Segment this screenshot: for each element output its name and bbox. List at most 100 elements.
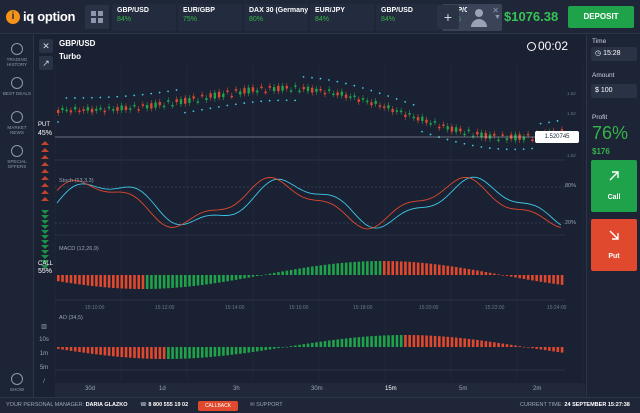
candle — [522, 136, 526, 141]
asset-tab[interactable]: EUR/JPY 84% — [310, 4, 374, 31]
candle — [484, 132, 487, 139]
scale-30d[interactable]: 30d — [85, 386, 96, 392]
scale-15m[interactable]: 15m — [385, 386, 397, 392]
candle — [128, 108, 132, 110]
candle — [306, 86, 310, 92]
macd-bar — [145, 275, 149, 289]
ao-bar — [476, 339, 479, 347]
logo[interactable]: i iq option — [6, 9, 75, 24]
sidebar-item-special-offers[interactable]: SPECIAL OFFERS — [0, 145, 34, 170]
candle — [217, 91, 221, 98]
ao-bar — [120, 347, 124, 358]
sar-dot — [302, 75, 305, 78]
sidebar-item-market-news[interactable]: MARKET NEWS — [0, 111, 34, 136]
draw-tool-button[interactable]: ↗ — [39, 56, 53, 70]
tool-1m[interactable]: 1m — [39, 351, 49, 357]
ao-bar — [294, 345, 297, 347]
ao-bar — [82, 347, 85, 353]
ao-bar — [327, 340, 331, 347]
ao-bar — [531, 347, 534, 349]
tool-5m[interactable]: 5m — [39, 365, 49, 371]
asset-selector[interactable]: GBP/USD — [59, 39, 96, 48]
asset-tab[interactable]: DAX 30 (Germany) 80% — [244, 4, 308, 31]
macd-bar — [184, 275, 187, 287]
sar-dot — [421, 130, 423, 133]
candle — [366, 100, 369, 103]
ao-bar — [497, 342, 500, 347]
sar-dot — [455, 140, 457, 143]
close-icon[interactable]: ✕ — [492, 6, 499, 15]
macd-bar — [433, 264, 437, 275]
sentiment-chevron — [41, 245, 49, 249]
candle — [200, 94, 204, 97]
sar-dot — [344, 82, 347, 85]
add-tab-button[interactable]: + — [437, 5, 459, 29]
ao-bar — [107, 347, 111, 356]
asset-tab[interactable]: GBP/USD 84% — [112, 4, 176, 31]
ao-bar — [425, 335, 428, 347]
expiry-time-field[interactable]: ◷ 15:28 — [591, 47, 637, 61]
scale-30m[interactable]: 30m — [311, 386, 323, 392]
macd-bar — [378, 261, 382, 275]
pencil-icon[interactable]: / — [43, 379, 45, 385]
deposit-button[interactable]: DEPOSIT — [568, 6, 634, 28]
candle — [124, 106, 128, 111]
sar-dot — [124, 95, 127, 98]
macd-bar — [196, 275, 200, 286]
stoch-label[interactable]: Stoch (13,3,3) — [59, 178, 94, 184]
sidebar-item-trading-history[interactable]: TRADING HISTORY — [0, 43, 34, 68]
put-button[interactable]: Put — [591, 219, 637, 271]
candle — [505, 138, 509, 141]
avatar[interactable] — [467, 5, 491, 29]
scale-5m[interactable]: 5m — [459, 386, 468, 392]
ao-bar — [450, 337, 454, 347]
asset-tab[interactable]: GBP/USD 84% — [376, 4, 440, 31]
phone-number[interactable]: ☎ 8 800 555 19 02 — [140, 402, 189, 408]
asset-tab[interactable]: EUR/GBP 75% — [178, 4, 242, 31]
close-chart-button[interactable]: ✕ — [39, 39, 53, 53]
macd-label[interactable]: MACD (12,26,9) — [59, 246, 99, 252]
support-link[interactable]: ✉ SUPPORT — [250, 402, 283, 408]
chart-type-icon[interactable]: ▥ — [41, 324, 47, 330]
ao-bar — [272, 347, 276, 349]
sentiment-chevron — [41, 230, 49, 234]
scale-1d[interactable]: 1d — [159, 386, 166, 392]
amount-field[interactable]: $ 100 — [591, 84, 637, 98]
stoch-k-line — [56, 176, 562, 229]
ao-bar — [438, 336, 441, 347]
candle — [145, 104, 149, 109]
ao-bar — [217, 347, 221, 357]
assets-grid-button[interactable] — [85, 5, 109, 29]
callback-button[interactable]: CALLBACK — [198, 401, 238, 411]
ao-bar — [184, 347, 187, 359]
macd-bar — [128, 275, 132, 289]
scale-3h[interactable]: 3h — [233, 386, 240, 392]
ao-bar — [200, 347, 204, 358]
balance[interactable]: $1076.38 — [504, 9, 559, 24]
candle — [99, 107, 102, 110]
call-button[interactable]: Call — [591, 160, 637, 212]
ao-bar — [471, 339, 475, 347]
price-axis-label: 1.52 — [567, 153, 576, 158]
ao-bar — [361, 336, 365, 347]
ao-bar — [128, 347, 132, 358]
tool-10s[interactable]: 10s — [39, 337, 49, 343]
option-type-selector[interactable]: Turbo — [59, 52, 82, 61]
candle — [294, 85, 297, 87]
ao-label[interactable]: AO (34,5) — [59, 315, 83, 321]
sar-dot — [167, 90, 169, 93]
sidebar-item-best-deals[interactable]: BEST DEALS — [0, 77, 34, 96]
candle — [336, 92, 339, 96]
scale-2m[interactable]: 2m — [533, 386, 542, 392]
sar-dot — [463, 142, 466, 145]
macd-bar — [78, 275, 81, 285]
chevron-down-icon[interactable]: ▼ — [494, 14, 501, 21]
sidebar-show-button[interactable]: SHOW — [0, 373, 34, 392]
candle — [192, 96, 195, 99]
ao-bar — [239, 347, 242, 354]
macd-bar — [425, 263, 428, 275]
price-chart[interactable] — [35, 35, 585, 397]
sar-dot — [234, 103, 237, 106]
macd-bar — [488, 272, 492, 275]
chart-area[interactable]: ✕ ↗ GBP/USD Turbo 00:02 PUT 45% CALL 55%… — [35, 35, 585, 397]
